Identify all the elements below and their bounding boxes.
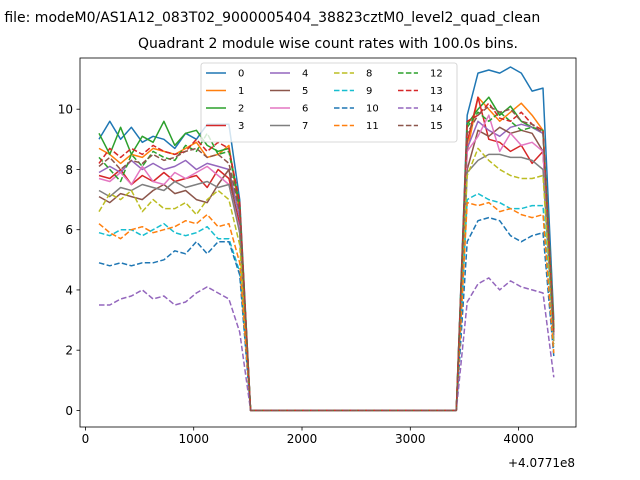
x-tick-label: 0 xyxy=(82,432,90,446)
y-axis: 0 2 4 6 8 10 xyxy=(58,103,80,418)
legend-label-1: 1 xyxy=(238,86,244,97)
legend-label-10: 10 xyxy=(366,104,379,115)
x-tick-label: 1000 xyxy=(178,432,209,446)
x-tick-label: 4000 xyxy=(503,432,534,446)
legend-label-2: 2 xyxy=(238,104,244,115)
chart-title: Quadrant 2 module wise count rates with … xyxy=(138,36,518,52)
legend-label-7: 7 xyxy=(302,121,308,132)
x-tick-label: 2000 xyxy=(287,432,318,446)
legend-label-6: 6 xyxy=(302,104,308,115)
series-line-13 xyxy=(98,102,555,412)
figure-suptitle: n file: modeM0/AS1A12_083T02_9000005404_… xyxy=(0,10,640,30)
legend-box xyxy=(200,62,458,143)
legend-label-0: 0 xyxy=(238,69,244,80)
y-tick-label: 6 xyxy=(65,223,73,237)
series-line-12 xyxy=(98,111,555,412)
series-line-11 xyxy=(98,201,555,412)
series-line-2 xyxy=(98,96,555,412)
series-line-9 xyxy=(98,192,555,412)
y-tick-label: 0 xyxy=(65,404,73,418)
series-line-5 xyxy=(98,126,555,412)
legend-label-5: 5 xyxy=(302,86,308,97)
y-tick-label: 2 xyxy=(65,344,73,358)
series-lines xyxy=(98,66,555,412)
legend-label-9: 9 xyxy=(366,86,372,97)
legend-label-14: 14 xyxy=(430,104,443,115)
plot-frame xyxy=(79,57,577,428)
series-line-14 xyxy=(99,277,555,412)
suptitle-text: n file: modeM0/AS1A12_083T02_9000005404_… xyxy=(0,10,541,26)
legend-label-15: 15 xyxy=(430,121,443,132)
x-offset-label: +4.0771e8 xyxy=(508,456,575,470)
legend-label-4: 4 xyxy=(302,69,308,80)
legend-label-11: 11 xyxy=(366,121,379,132)
legend-label-3: 3 xyxy=(238,121,244,132)
series-line-6 xyxy=(98,114,555,412)
series-line-3 xyxy=(98,96,555,412)
series-line-15 xyxy=(98,105,555,412)
series-line-10 xyxy=(98,216,555,412)
legend-label-12: 12 xyxy=(430,69,443,80)
x-axis: 0 1000 2000 3000 4000 xyxy=(82,427,534,446)
series-line-1 xyxy=(98,96,555,412)
legend-label-8: 8 xyxy=(366,69,372,80)
legend-label-13: 13 xyxy=(430,86,443,97)
x-tick-label: 3000 xyxy=(395,432,426,446)
series-line-7 xyxy=(98,153,555,412)
y-tick-label: 10 xyxy=(58,103,73,117)
y-tick-label: 4 xyxy=(65,283,73,297)
y-tick-label: 8 xyxy=(65,163,73,177)
series-line-4 xyxy=(98,120,555,412)
